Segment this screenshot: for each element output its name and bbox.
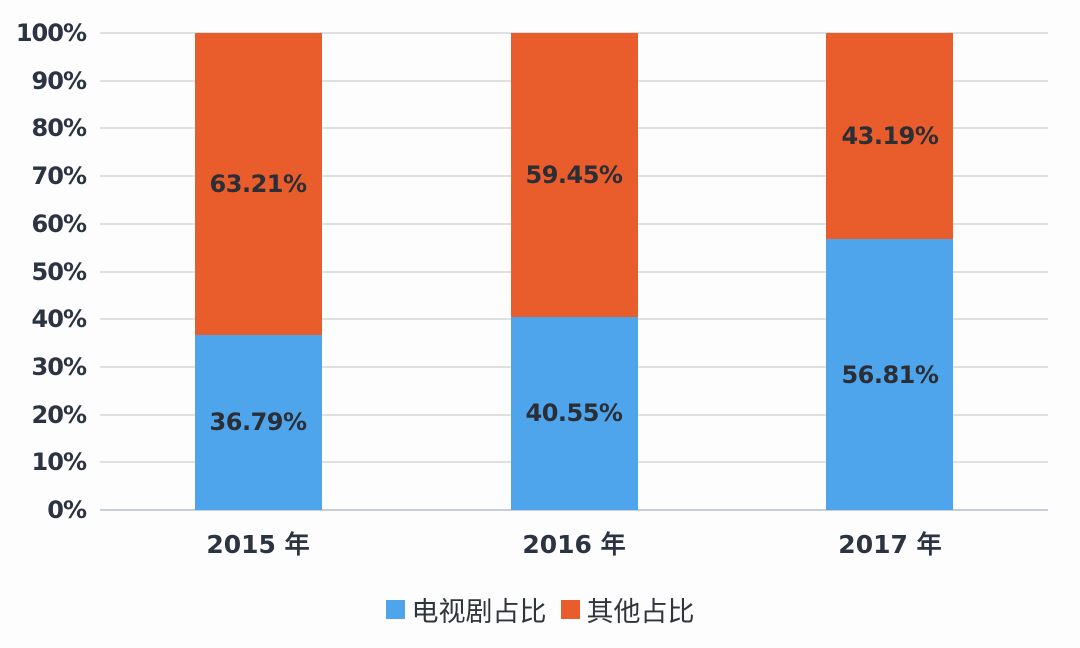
segment-other-2017年: 43.19% [826,33,954,240]
segment-other-2015年: 63.21% [194,33,322,335]
segment-tv-2015年: 36.79% [194,334,322,510]
y-tick-label-40: 40% [31,305,87,334]
data-label: 63.21% [209,169,307,198]
y-tick-label-80: 80% [31,114,87,143]
plot-area: 63.21% 36.79% 59.45% 40.55% 43.19% 56.81% [100,32,1048,511]
y-tick-label-0: 0% [47,496,87,524]
x-tick-label-2016年: 2016 年 [522,530,626,559]
y-tick-label-20: 20% [31,400,87,429]
data-label: 56.81% [841,360,939,389]
x-axis-line [100,509,1048,511]
y-tick-label-10: 10% [31,448,87,477]
legend: 电视剧占比 其他占比 [0,590,1080,629]
y-tick-label-60: 60% [31,209,87,238]
x-tick-label-2017年: 2017 年 [838,530,942,559]
bar-2016年: 59.45% 40.55% [510,33,638,510]
legend-label: 电视剧占比 [411,597,547,628]
x-tick-label-2015年: 2015 年 [206,530,310,559]
data-label: 40.55% [525,399,623,428]
data-label: 43.19% [841,122,939,151]
legend-swatch-icon [560,600,580,619]
y-tick-label-100: 100% [15,19,87,47]
legend-item-tv: 电视剧占比 [385,590,547,629]
y-tick-label-90: 90% [31,66,87,95]
bar-2017年: 43.19% 56.81% [826,33,954,510]
bar-2015年: 63.21% 36.79% [194,33,322,510]
y-tick-label-30: 30% [31,352,87,381]
y-tick-label-70: 70% [31,162,87,191]
y-tick-label-50: 50% [31,257,87,286]
segment-other-2016年: 59.45% [510,33,638,317]
data-label: 59.45% [525,160,623,189]
gridline-100 [100,32,1048,34]
segment-tv-2017年: 56.81% [826,239,954,510]
legend-swatch-icon [385,600,405,619]
legend-item-other: 其他占比 [560,590,695,629]
legend-label: 其他占比 [586,597,695,628]
segment-tv-2016年: 40.55% [510,316,638,510]
y-axis: 0% 10% 20% 30% 40% 50% 60% 70% 80% 90% 100% [0,21,87,522]
data-label: 36.79% [209,408,307,437]
x-axis: 2015 年 2016 年 2017 年 [100,525,1048,559]
